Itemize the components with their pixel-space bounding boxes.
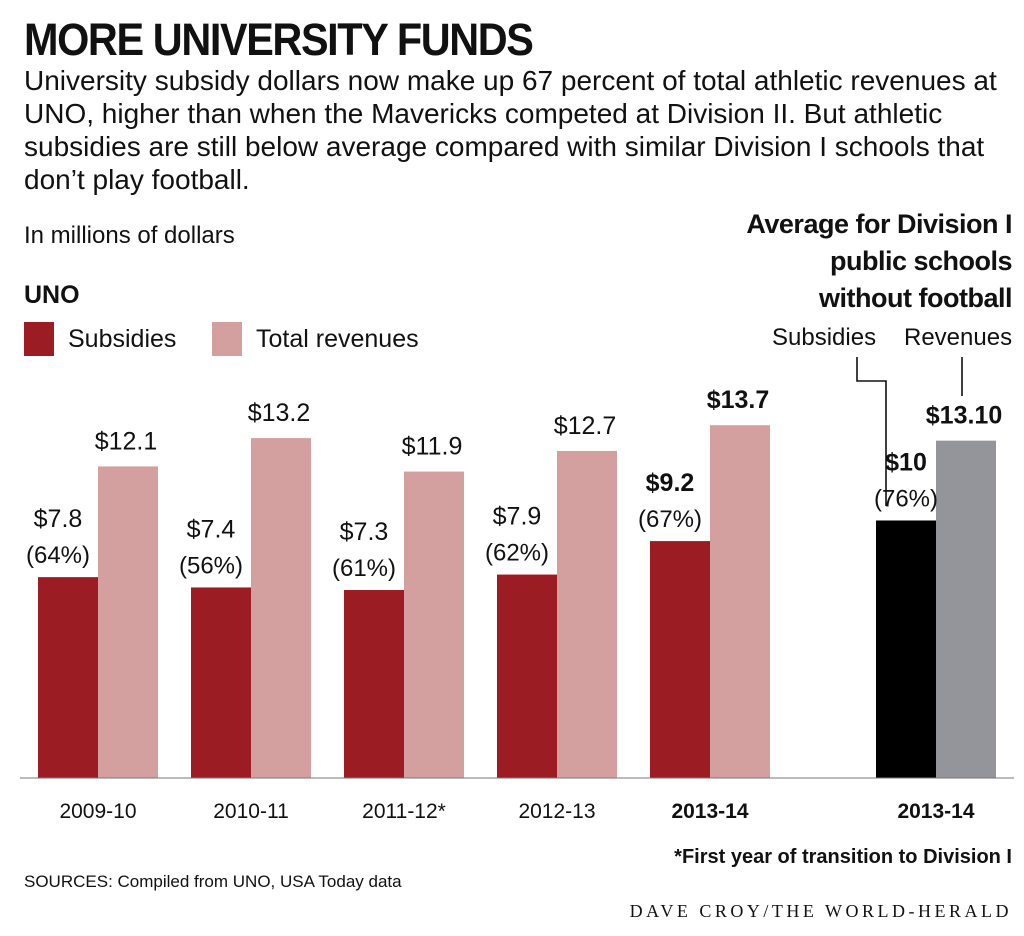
subsidies-percent-label: (76%): [874, 485, 938, 512]
credit: DAVE CROY/THE WORLD-HERALD: [629, 901, 1012, 921]
subsidies-value-label: $9.2: [646, 469, 695, 497]
subsidies-percent-label: (67%): [638, 506, 702, 533]
average-panel-title: Average for Division I public schools wi…: [692, 206, 1012, 317]
chart-subtitle: University subsidy dollars now make up 6…: [24, 65, 997, 195]
subsidies-value-label: $7.4: [187, 515, 236, 543]
legend-revenues-swatch: [212, 322, 242, 356]
subsidies-bar: [344, 590, 404, 778]
revenues-bar: [936, 440, 996, 778]
category-tick-label: 2012-13: [518, 800, 595, 823]
legend-subsidies-label: Subsidies: [68, 324, 177, 353]
revenues-bar: [98, 466, 158, 778]
legend-revenues-label: Total revenues: [256, 324, 419, 353]
subsidies-bar: [38, 577, 98, 778]
revenues-value-label: $12.1: [95, 427, 158, 455]
revenues-value-label: $13.2: [248, 399, 311, 427]
subsidies-percent-label: (56%): [179, 552, 243, 579]
subsidies-bar: [876, 520, 936, 778]
revenues-bar: [251, 438, 311, 778]
chart-title: MORE UNIVERSITY FUNDS: [24, 14, 534, 65]
subsidies-value-label: $10: [885, 448, 927, 476]
category-tick-label: 2009-10: [59, 800, 136, 823]
legend-subsidies-swatch: [24, 322, 54, 356]
subsidies-percent-label: (62%): [485, 540, 549, 567]
units-label: In millions of dollars: [24, 222, 235, 249]
footnote: *First year of transition to Division I: [674, 846, 1012, 868]
subsidies-bar: [191, 587, 251, 778]
revenues-value-label: $13.10: [926, 402, 1002, 430]
sources: SOURCES: Compiled from UNO, USA Today da…: [24, 872, 402, 891]
average-title-line: public schools: [829, 246, 1013, 276]
subsidies-bar: [497, 574, 557, 778]
subsidies-value-label: $7.8: [34, 505, 83, 533]
legend-revenues: Total revenues: [212, 322, 419, 356]
subsidies-value-label: $7.9: [493, 503, 542, 531]
category-tick-label: 2013-14: [671, 800, 748, 823]
revenues-value-label: $11.9: [402, 433, 463, 461]
average-title-line: without football: [819, 283, 1012, 313]
subsidies-bar: [650, 541, 710, 778]
revenues-value-label: $13.7: [707, 386, 770, 414]
revenues-bar: [404, 471, 464, 778]
uno-label: UNO: [24, 281, 80, 309]
revenues-bar: [557, 450, 617, 778]
average-revenues-label: Revenues: [904, 324, 1013, 351]
revenues-value-label: $12.7: [554, 412, 617, 440]
subsidies-leader-line: [856, 357, 887, 506]
subsidies-value-label: $7.3: [340, 518, 389, 546]
average-subsidies-label: Subsidies: [772, 324, 877, 351]
subsidies-percent-label: (61%): [332, 555, 396, 582]
category-tick-label: 2010-11: [213, 800, 289, 823]
subsidies-percent-label: (64%): [26, 542, 90, 569]
average-title-line: Average for Division I: [746, 209, 1012, 239]
category-tick-label: 2011-12*: [362, 800, 446, 823]
legend-subsidies: Subsidies: [24, 322, 176, 356]
category-tick-label: 2013-14: [897, 800, 974, 823]
revenues-bar: [710, 425, 770, 778]
